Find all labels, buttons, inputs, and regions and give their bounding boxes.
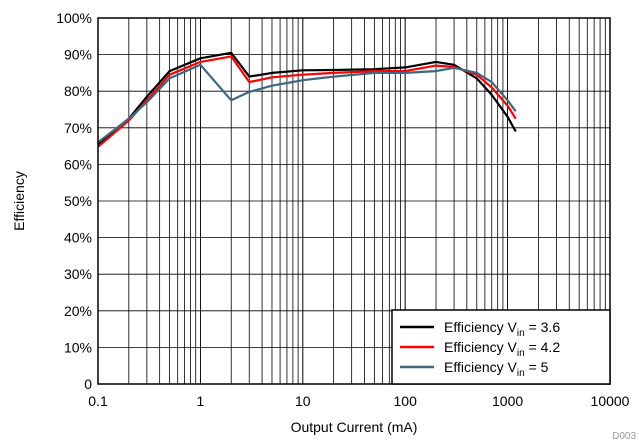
- legend-label-2: Efficiency Vin = 4.2: [444, 339, 560, 359]
- y-tick-label: 10%: [64, 339, 92, 355]
- y-tick-label: 20%: [64, 303, 92, 319]
- series-line-2: [97, 55, 517, 148]
- y-tick-label: 80%: [64, 83, 92, 99]
- document-id: D003: [612, 431, 636, 442]
- legend-label-1: Efficiency Vin = 3.6: [444, 319, 560, 339]
- y-tick-label: 70%: [64, 120, 92, 136]
- legend-label-3: Efficiency Vin = 5: [444, 359, 549, 379]
- data-series: [97, 51, 517, 148]
- y-tick-labels: 0 10% 20% 30% 40% 50% 60% 70% 80% 90% 100%: [56, 10, 92, 392]
- x-tick-label: 0.1: [88, 393, 108, 409]
- x-tick-label: 10: [295, 393, 311, 409]
- x-tick-label: 1000: [492, 393, 523, 409]
- y-tick-label: 100%: [56, 10, 92, 26]
- x-axis-title: Output Current (mA): [291, 419, 418, 435]
- x-tick-label: 100: [394, 393, 418, 409]
- y-tick-label: 40%: [64, 230, 92, 246]
- y-tick-label: 90%: [64, 47, 92, 63]
- y-tick-label: 60%: [64, 156, 92, 172]
- y-axis-title: Efficiency: [11, 171, 27, 231]
- series-line-3: [97, 63, 517, 144]
- y-tick-label: 50%: [64, 193, 92, 209]
- y-tick-label: 0: [84, 376, 92, 392]
- y-tick-label: 30%: [64, 266, 92, 282]
- series-line-1: [97, 51, 517, 146]
- x-tick-label: 1: [197, 393, 205, 409]
- x-tick-labels: 0.1 1 10 100 1000 10000: [88, 393, 629, 409]
- x-tick-label: 10000: [591, 393, 630, 409]
- plot-frame: [97, 17, 611, 385]
